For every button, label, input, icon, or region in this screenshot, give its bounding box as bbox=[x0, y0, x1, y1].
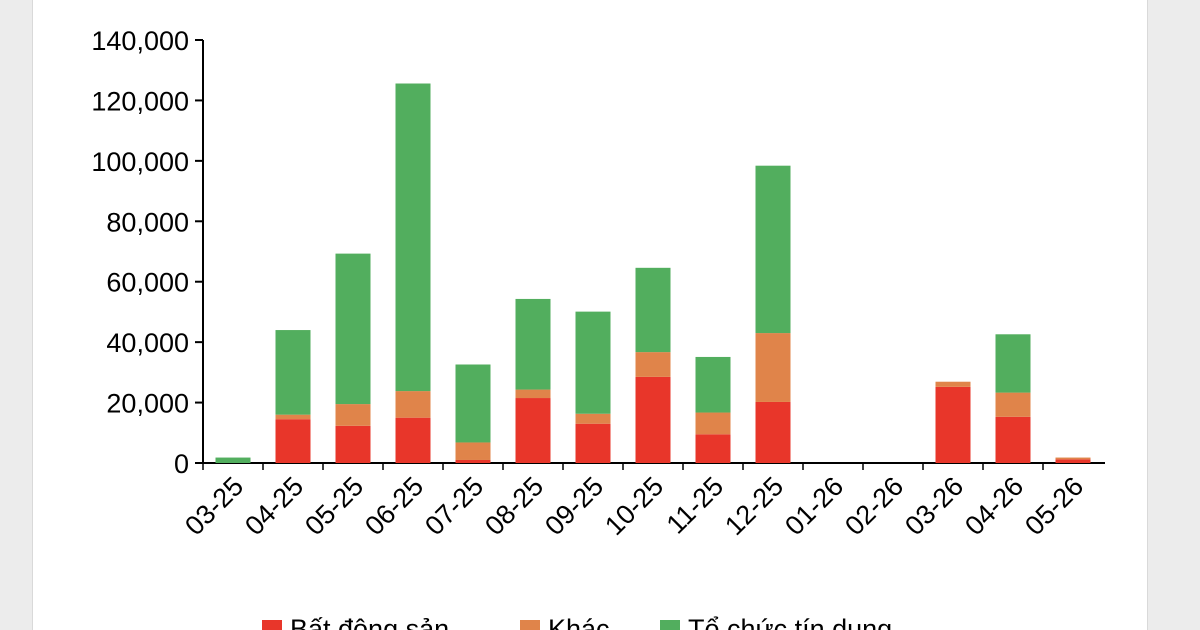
x-tick-label: 10-25 bbox=[599, 471, 669, 541]
y-tick-label: 0 bbox=[174, 449, 189, 479]
bar-segment-2 bbox=[455, 442, 491, 460]
bar-segment-1 bbox=[695, 434, 731, 463]
bar-segment-3 bbox=[515, 298, 551, 390]
y-tick-label: 20,000 bbox=[106, 389, 189, 419]
x-tick-label: 01-26 bbox=[779, 471, 849, 541]
bar-segment-3 bbox=[455, 364, 491, 443]
bar-segment-1 bbox=[335, 425, 371, 463]
bar-segment-1 bbox=[995, 416, 1031, 463]
x-tick-label: 06-25 bbox=[359, 471, 429, 541]
x-tick-label: 02-26 bbox=[839, 471, 909, 541]
y-axis: 0 20,000 40,000 60,000 80,000 100,000 120,000 1… bbox=[91, 26, 204, 479]
legend-swatch bbox=[262, 620, 282, 630]
bar-segment-3 bbox=[695, 356, 731, 413]
legend-label: Tổ chức tín dụng bbox=[688, 614, 892, 630]
x-tick-label: 04-26 bbox=[959, 471, 1029, 541]
bar-segment-3 bbox=[635, 267, 671, 353]
legend-label: Khác bbox=[548, 614, 610, 630]
x-tick-label: 05-26 bbox=[1019, 471, 1089, 541]
bar-segment-3 bbox=[215, 457, 251, 463]
bar-segment-2 bbox=[335, 404, 371, 426]
bar-segment-3 bbox=[995, 334, 1031, 393]
bar-segment-3 bbox=[275, 330, 311, 415]
bar-segment-2 bbox=[695, 412, 731, 435]
x-tick-label: 09-25 bbox=[539, 471, 609, 541]
bar-segment-3 bbox=[575, 311, 611, 414]
legend-swatch bbox=[520, 620, 540, 630]
bar-segment-1 bbox=[635, 376, 671, 463]
y-tick-label: 120,000 bbox=[91, 86, 189, 116]
x-tick-label: 03-25 bbox=[179, 471, 249, 541]
x-tick-label: 11-25 bbox=[661, 471, 730, 540]
x-tick-label: 07-25 bbox=[419, 471, 489, 541]
bar-segment-2 bbox=[755, 333, 791, 402]
bar-segment-1 bbox=[515, 398, 551, 463]
y-tick-label: 80,000 bbox=[106, 207, 189, 237]
bar-segment-1 bbox=[275, 419, 311, 463]
bar-segment-1 bbox=[1055, 459, 1091, 463]
bar-segment-1 bbox=[755, 401, 791, 463]
legend-label: Bất động sản bbox=[290, 614, 449, 630]
bar-segment-2 bbox=[995, 392, 1031, 417]
x-tick-label: 03-26 bbox=[899, 471, 969, 541]
bar-segment-2 bbox=[1055, 457, 1091, 460]
bar-segment-1 bbox=[935, 386, 971, 463]
legend-swatch bbox=[660, 620, 680, 630]
bar-segment-2 bbox=[515, 389, 551, 399]
bar-segment-3 bbox=[395, 83, 431, 392]
y-tick-label: 100,000 bbox=[91, 147, 189, 177]
bar-segment-1 bbox=[575, 423, 611, 463]
x-tick-label: 08-25 bbox=[479, 471, 549, 541]
bar-segment-2 bbox=[935, 381, 971, 387]
x-axis: 03-2504-2505-2506-2507-2508-2509-2510-25… bbox=[179, 462, 1105, 541]
bar-segment-1 bbox=[455, 459, 491, 463]
x-tick-label: 12-25 bbox=[719, 471, 789, 541]
bar-segment-2 bbox=[275, 414, 311, 420]
bar-segment-3 bbox=[335, 253, 371, 405]
bar-segment-3 bbox=[755, 165, 791, 334]
y-tick-label: 40,000 bbox=[106, 328, 189, 358]
bar-segment-2 bbox=[635, 352, 671, 377]
x-tick-label: 05-25 bbox=[299, 471, 369, 541]
bars bbox=[215, 83, 1091, 463]
bar-segment-1 bbox=[395, 417, 431, 463]
legend: Bất động sản Khác Tổ chức tín dụng bbox=[262, 614, 892, 630]
y-tick-label: 140,000 bbox=[91, 26, 189, 56]
bar-segment-2 bbox=[395, 391, 431, 418]
y-tick-label: 60,000 bbox=[106, 268, 189, 298]
bar-segment-2 bbox=[575, 413, 611, 424]
x-tick-label: 04-25 bbox=[239, 471, 309, 541]
